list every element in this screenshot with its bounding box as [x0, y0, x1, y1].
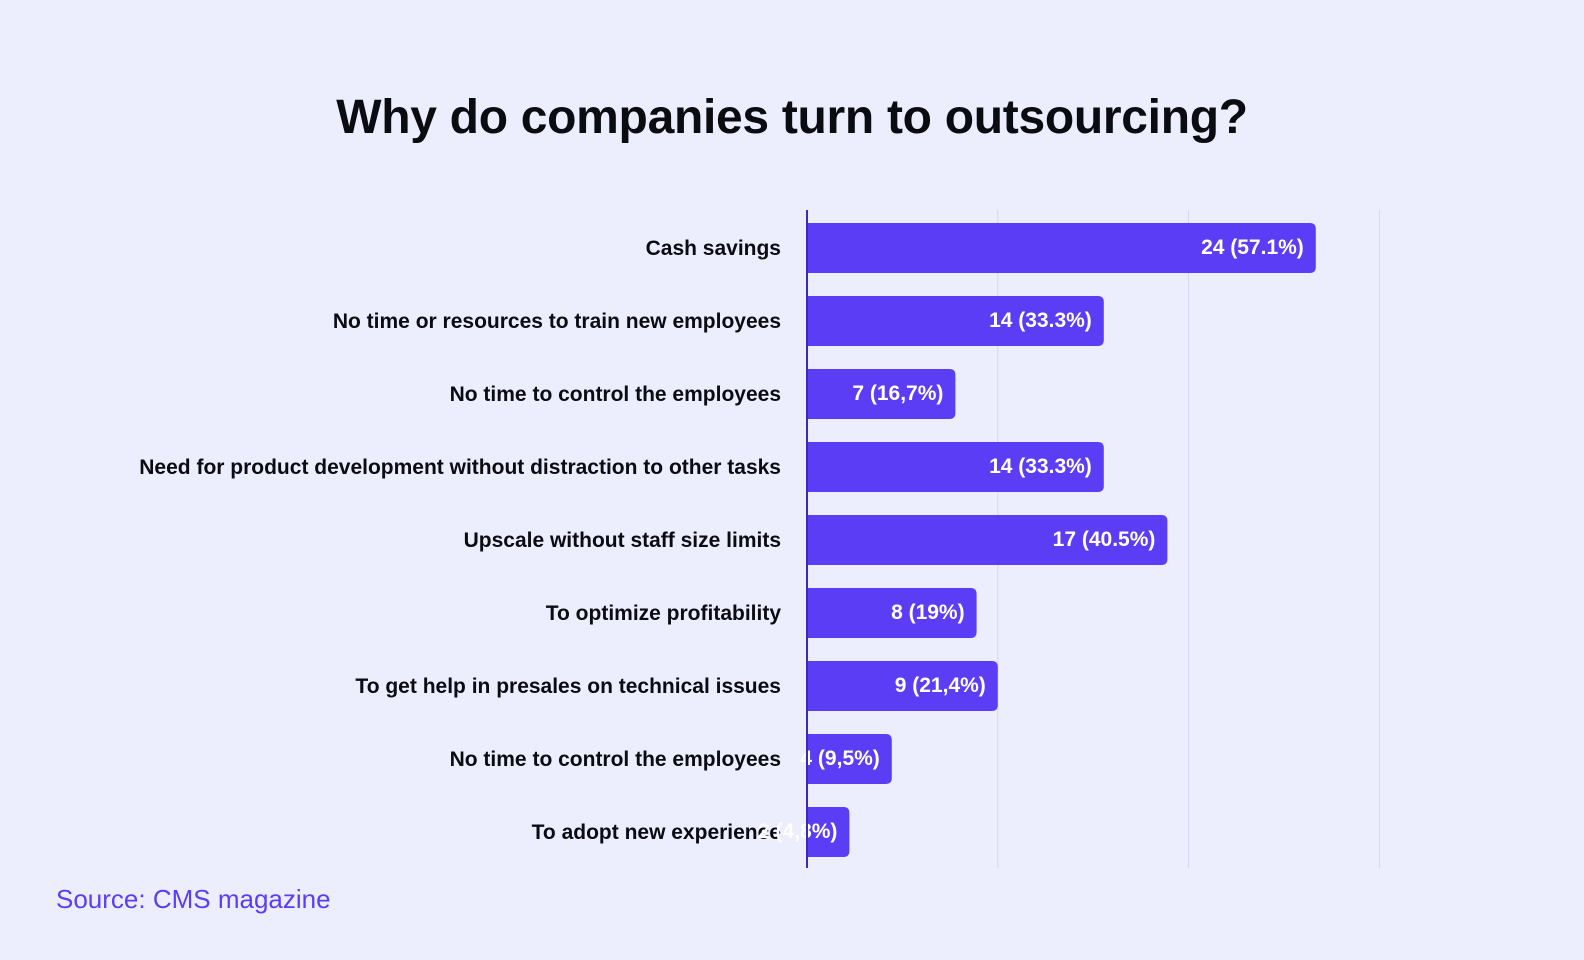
bar-7 [807, 661, 998, 711]
data-label-4: 14 (33.3%) [989, 455, 1092, 478]
bar-4 [807, 442, 1104, 492]
data-label-7: 9 (21,4%) [895, 674, 986, 697]
data-label-6: 8 (19%) [891, 601, 965, 624]
data-label-1: 24 (57.1%) [1201, 236, 1304, 259]
data-label-5: 17 (40.5%) [1053, 528, 1156, 551]
bar-5 [807, 515, 1168, 565]
category-label-8: No time to control the employees [450, 748, 781, 771]
bar-1 [807, 223, 1316, 273]
bar-6 [807, 588, 977, 638]
category-label-1: Cash savings [646, 237, 781, 260]
data-label-3: 7 (16,7%) [852, 382, 943, 405]
bar-8 [807, 734, 892, 784]
data-label-9: 2 (4,8%) [758, 820, 837, 843]
category-label-6: To optimize profitability [546, 602, 782, 625]
chart-title: Why do companies turn to outsourcing? [336, 91, 1248, 144]
data-label-8: 4 (9,5%) [800, 747, 879, 770]
bar-2 [807, 296, 1104, 346]
bar-3 [807, 369, 956, 419]
category-label-3: No time to control the employees [450, 383, 781, 406]
category-label-4: Need for product development without dis… [139, 456, 781, 479]
bar-9 [807, 807, 850, 857]
source-note: Source: CMS magazine [56, 884, 331, 914]
category-label-2: No time or resources to train new employ… [333, 310, 781, 333]
category-label-7: To get help in presales on technical iss… [355, 675, 781, 698]
category-label-5: Upscale without staff size limits [464, 529, 781, 552]
category-label-9: To adopt new experience [532, 821, 781, 844]
data-label-2: 14 (33.3%) [989, 309, 1092, 332]
